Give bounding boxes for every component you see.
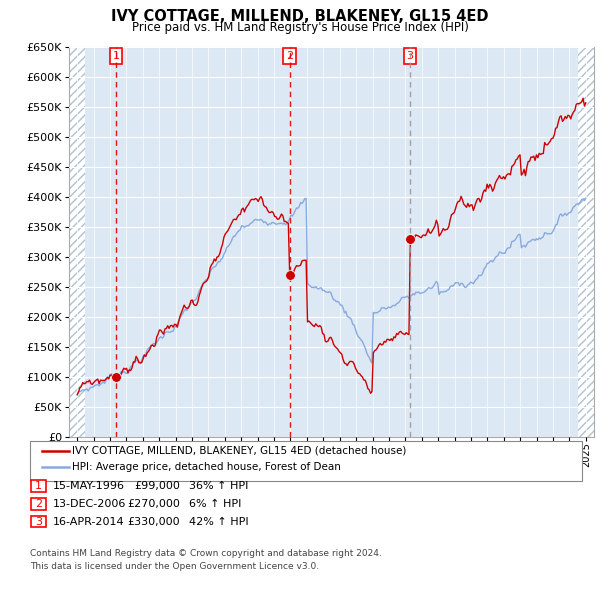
Text: £330,000: £330,000 xyxy=(127,517,180,526)
Text: Price paid vs. HM Land Registry's House Price Index (HPI): Price paid vs. HM Land Registry's House … xyxy=(131,21,469,34)
Bar xyxy=(69,47,85,437)
Text: 2: 2 xyxy=(286,51,293,61)
Text: £270,000: £270,000 xyxy=(127,499,180,509)
Text: 1: 1 xyxy=(35,481,42,491)
Text: HPI: Average price, detached house, Forest of Dean: HPI: Average price, detached house, Fore… xyxy=(72,462,341,471)
Text: 3: 3 xyxy=(35,517,42,526)
Text: 36% ↑ HPI: 36% ↑ HPI xyxy=(189,481,248,491)
Text: This data is licensed under the Open Government Licence v3.0.: This data is licensed under the Open Gov… xyxy=(30,562,319,571)
Text: 3: 3 xyxy=(407,51,413,61)
Text: 16-APR-2014: 16-APR-2014 xyxy=(53,517,124,526)
Text: £99,000: £99,000 xyxy=(134,481,180,491)
Text: 2: 2 xyxy=(35,499,42,509)
Bar xyxy=(578,47,594,437)
Text: IVY COTTAGE, MILLEND, BLAKENEY, GL15 4ED (detached house): IVY COTTAGE, MILLEND, BLAKENEY, GL15 4ED… xyxy=(72,446,406,455)
Text: 13-DEC-2006: 13-DEC-2006 xyxy=(53,499,126,509)
Text: 15-MAY-1996: 15-MAY-1996 xyxy=(53,481,125,491)
Text: 1: 1 xyxy=(113,51,119,61)
Text: 42% ↑ HPI: 42% ↑ HPI xyxy=(189,517,248,526)
Text: Contains HM Land Registry data © Crown copyright and database right 2024.: Contains HM Land Registry data © Crown c… xyxy=(30,549,382,558)
Text: IVY COTTAGE, MILLEND, BLAKENEY, GL15 4ED: IVY COTTAGE, MILLEND, BLAKENEY, GL15 4ED xyxy=(111,9,489,24)
Text: 6% ↑ HPI: 6% ↑ HPI xyxy=(189,499,241,509)
